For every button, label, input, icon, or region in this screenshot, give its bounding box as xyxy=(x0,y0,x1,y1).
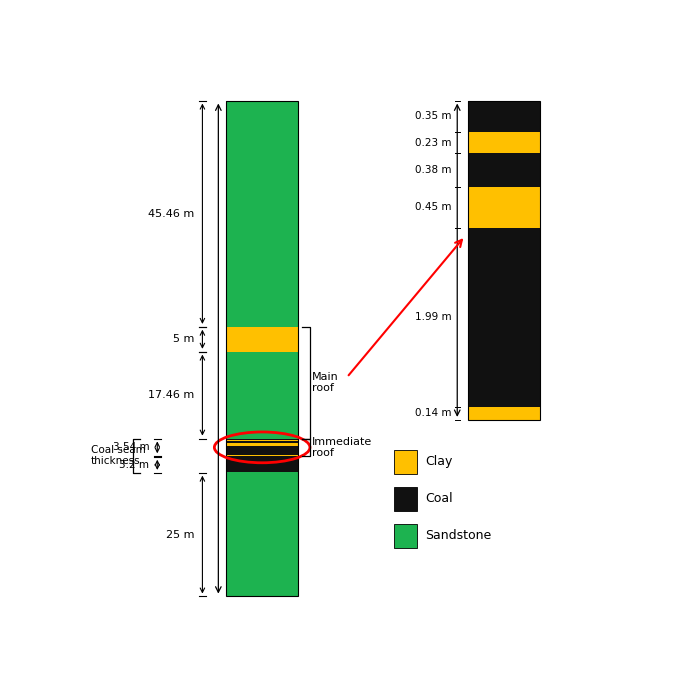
Text: Sandstone: Sandstone xyxy=(425,530,492,543)
Bar xyxy=(226,101,298,597)
Text: 3.2 m: 3.2 m xyxy=(119,460,149,470)
Text: Coal: Coal xyxy=(425,493,453,506)
Text: thickness: thickness xyxy=(91,456,140,466)
Bar xyxy=(468,407,540,420)
Bar xyxy=(226,351,298,438)
Bar xyxy=(226,441,298,443)
Text: 1.99 m: 1.99 m xyxy=(415,312,452,323)
Text: 0.38 m: 0.38 m xyxy=(415,165,452,175)
Bar xyxy=(468,153,540,187)
Text: 0.14 m: 0.14 m xyxy=(415,408,452,419)
Bar xyxy=(226,445,298,456)
Text: 5 m: 5 m xyxy=(173,334,195,345)
Text: 25 m: 25 m xyxy=(166,530,195,540)
Bar xyxy=(468,101,540,132)
Text: Main
roof: Main roof xyxy=(312,372,339,393)
Bar xyxy=(468,228,540,407)
Bar xyxy=(393,450,417,474)
Text: 17.46 m: 17.46 m xyxy=(148,390,195,400)
Bar xyxy=(393,487,417,511)
Text: 0.23 m: 0.23 m xyxy=(415,138,452,147)
Bar xyxy=(226,472,298,597)
Text: 0.45 m: 0.45 m xyxy=(415,203,452,212)
Bar xyxy=(226,327,298,351)
Bar xyxy=(226,443,298,445)
Bar xyxy=(226,438,298,440)
Text: Coal seam: Coal seam xyxy=(91,445,146,456)
Text: Clay: Clay xyxy=(425,456,453,469)
Bar xyxy=(226,456,298,472)
Bar xyxy=(393,524,417,548)
Bar xyxy=(226,101,298,327)
Text: 3.54 m: 3.54 m xyxy=(113,443,149,452)
Bar xyxy=(468,101,540,420)
Bar xyxy=(468,132,540,153)
Text: 45.46 m: 45.46 m xyxy=(148,209,195,219)
Bar xyxy=(468,187,540,228)
Bar xyxy=(226,440,298,441)
Text: Immediate
roof: Immediate roof xyxy=(312,436,373,458)
Text: 0.35 m: 0.35 m xyxy=(415,112,452,121)
